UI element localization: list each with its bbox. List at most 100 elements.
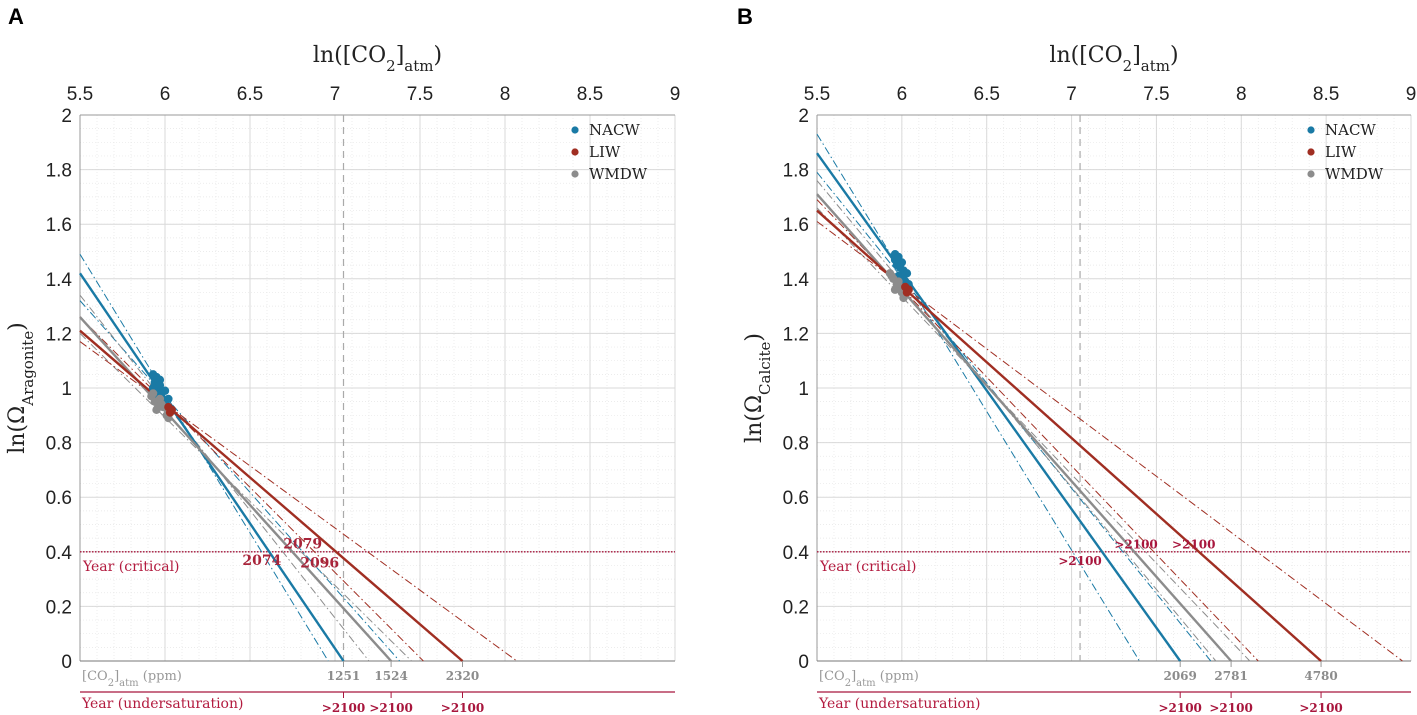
x-tick-label: 8.5 — [577, 84, 603, 105]
y-title-part: ) — [5, 322, 30, 331]
y-tick-label: 1.2 — [783, 324, 809, 345]
ppm-label-sub: atm — [119, 678, 139, 689]
panel-a: A 5.5 6 6.5 7 7.5 8 8.5 9 0 0.2 0.4 0.6 0.8 1 1.2 1.4 1.6… — [5, 4, 680, 715]
y-title-part: ln(Ω — [742, 395, 767, 443]
series-line-liw — [79, 329, 464, 662]
data-point-nacw — [890, 255, 900, 264]
ppm-label-part: [CO — [819, 669, 845, 684]
x-tick-label: 8 — [500, 84, 511, 105]
x-tick-label: 9 — [1406, 84, 1417, 105]
y-axis-title: ln(ΩCalcite) — [742, 333, 774, 443]
x-title-part: ) — [434, 43, 443, 68]
legend-marker-liw — [571, 148, 579, 156]
critical-year-label: >2100 — [1172, 538, 1215, 552]
panel-letter: A — [8, 4, 24, 29]
legend-marker-nacw — [1307, 126, 1315, 134]
data-point-nacw — [155, 381, 165, 390]
x-tick-label: 7 — [330, 84, 341, 105]
data-point-liw — [167, 405, 176, 415]
ppm-label-sub: 2 — [108, 678, 114, 689]
x-tick-label: 6 — [897, 84, 908, 105]
legend-marker-wmdw — [571, 170, 579, 178]
y-tick-label: 0 — [61, 652, 72, 673]
data-point-wmdw — [152, 405, 161, 415]
data-point-wmdw — [887, 271, 896, 281]
ppm-row-label: [CO2]atm (ppm) — [819, 669, 919, 689]
y-tick-label: 1 — [798, 379, 809, 400]
data-point-wmdw — [155, 394, 165, 404]
undersaturation-label: Year (undersaturation) — [818, 696, 980, 712]
y-tick-label: 1.4 — [46, 270, 73, 291]
x-title-sub: atm — [1141, 57, 1170, 75]
y-tick-label: 1 — [61, 379, 72, 400]
data-point-wmdw — [890, 285, 900, 294]
critical-year-label: 2079 — [283, 537, 322, 553]
legend-label: WMDW — [589, 165, 648, 183]
series-line-nacw — [816, 152, 1182, 662]
ppm-label-part: [CO — [82, 669, 108, 684]
y-tick-label: 2 — [798, 106, 809, 127]
confidence-line-liw — [79, 316, 424, 662]
critical-year-label: 2074 — [242, 553, 281, 569]
x-tick-label: 8 — [1236, 84, 1247, 105]
y-tick-label: 1.6 — [46, 215, 72, 236]
ppm-label-part: (ppm) — [139, 669, 182, 684]
undersaturation-year: >2100 — [1209, 701, 1252, 715]
ppm-value: 2320 — [446, 669, 479, 683]
undersaturation-year: >2100 — [441, 701, 484, 715]
confidence-line-liw — [816, 199, 1259, 662]
y-title-part: ln(Ω — [5, 406, 30, 454]
confidence-line-liw — [79, 341, 518, 662]
y-tick-label: 0.2 — [46, 597, 72, 618]
data-point-nacw — [902, 269, 912, 278]
x-title-part: ] — [1132, 43, 1141, 68]
critical-label: Year (critical) — [819, 559, 917, 575]
x-tick-label: 6.5 — [237, 84, 263, 105]
data-point-wmdw — [894, 277, 903, 286]
y-tick-label: 2 — [61, 106, 72, 127]
x-tick-label: 8.5 — [1313, 84, 1339, 105]
ppm-label-part: (ppm) — [876, 669, 919, 684]
y-tick-label: 0.2 — [783, 597, 809, 618]
x-tick-label: 5.5 — [67, 84, 93, 105]
undersaturation-year: >2100 — [1158, 701, 1201, 715]
undersaturation-year: >2100 — [369, 701, 412, 715]
x-tick-label: 6 — [160, 84, 171, 105]
ppm-value: 1524 — [374, 669, 407, 683]
y-tick-label: 1.2 — [46, 324, 72, 345]
panel-letter: B — [737, 4, 753, 29]
y-tick-label: 0.4 — [783, 543, 810, 564]
y-tick-label: 0.8 — [783, 434, 809, 455]
x-title-part: ln([CO — [313, 43, 386, 68]
panel-b: B 5.5 6 6.5 7 7.5 8 8.5 9 0 0.2 0.4 0.6 0.8 1 1.2 1.4 1.6… — [737, 4, 1416, 715]
legend-label: NACW — [1325, 121, 1376, 139]
legend-marker-wmdw — [1307, 170, 1315, 178]
x-axis-title: ln([CO2]atm) — [1049, 43, 1178, 75]
confidence-line-nacw — [79, 300, 400, 662]
x-tick-label: 7.5 — [407, 84, 433, 105]
y-title-sub: Calcite — [756, 342, 774, 395]
ppm-label-sub: 2 — [845, 678, 851, 689]
y-tick-label: 1.6 — [783, 215, 809, 236]
y-tick-label: 0.4 — [46, 543, 73, 564]
y-title-sub: Aragonite — [19, 331, 37, 407]
x-title-sub: 2 — [386, 57, 396, 75]
ppm-value: 1251 — [327, 669, 360, 683]
legend-label: NACW — [589, 121, 640, 139]
x-title-sub: atm — [404, 57, 433, 75]
data-point-wmdw — [148, 389, 158, 398]
x-tick-label: 5.5 — [804, 84, 830, 105]
x-axis-title: ln([CO2]atm) — [313, 43, 442, 75]
legend-marker-liw — [1307, 148, 1315, 156]
undersaturation-year: >2100 — [322, 701, 365, 715]
y-tick-label: 1.8 — [46, 161, 72, 182]
ppm-value: 4780 — [1304, 669, 1337, 683]
x-title-part: ln([CO — [1049, 43, 1122, 68]
y-axis-title: ln(ΩAragonite) — [5, 322, 37, 454]
critical-label: Year (critical) — [82, 559, 180, 575]
legend-label: LIW — [589, 143, 621, 161]
confidence-line-wmdw — [816, 207, 1251, 662]
y-tick-label: 0.8 — [46, 434, 72, 455]
y-tick-label: 0.6 — [783, 488, 809, 509]
